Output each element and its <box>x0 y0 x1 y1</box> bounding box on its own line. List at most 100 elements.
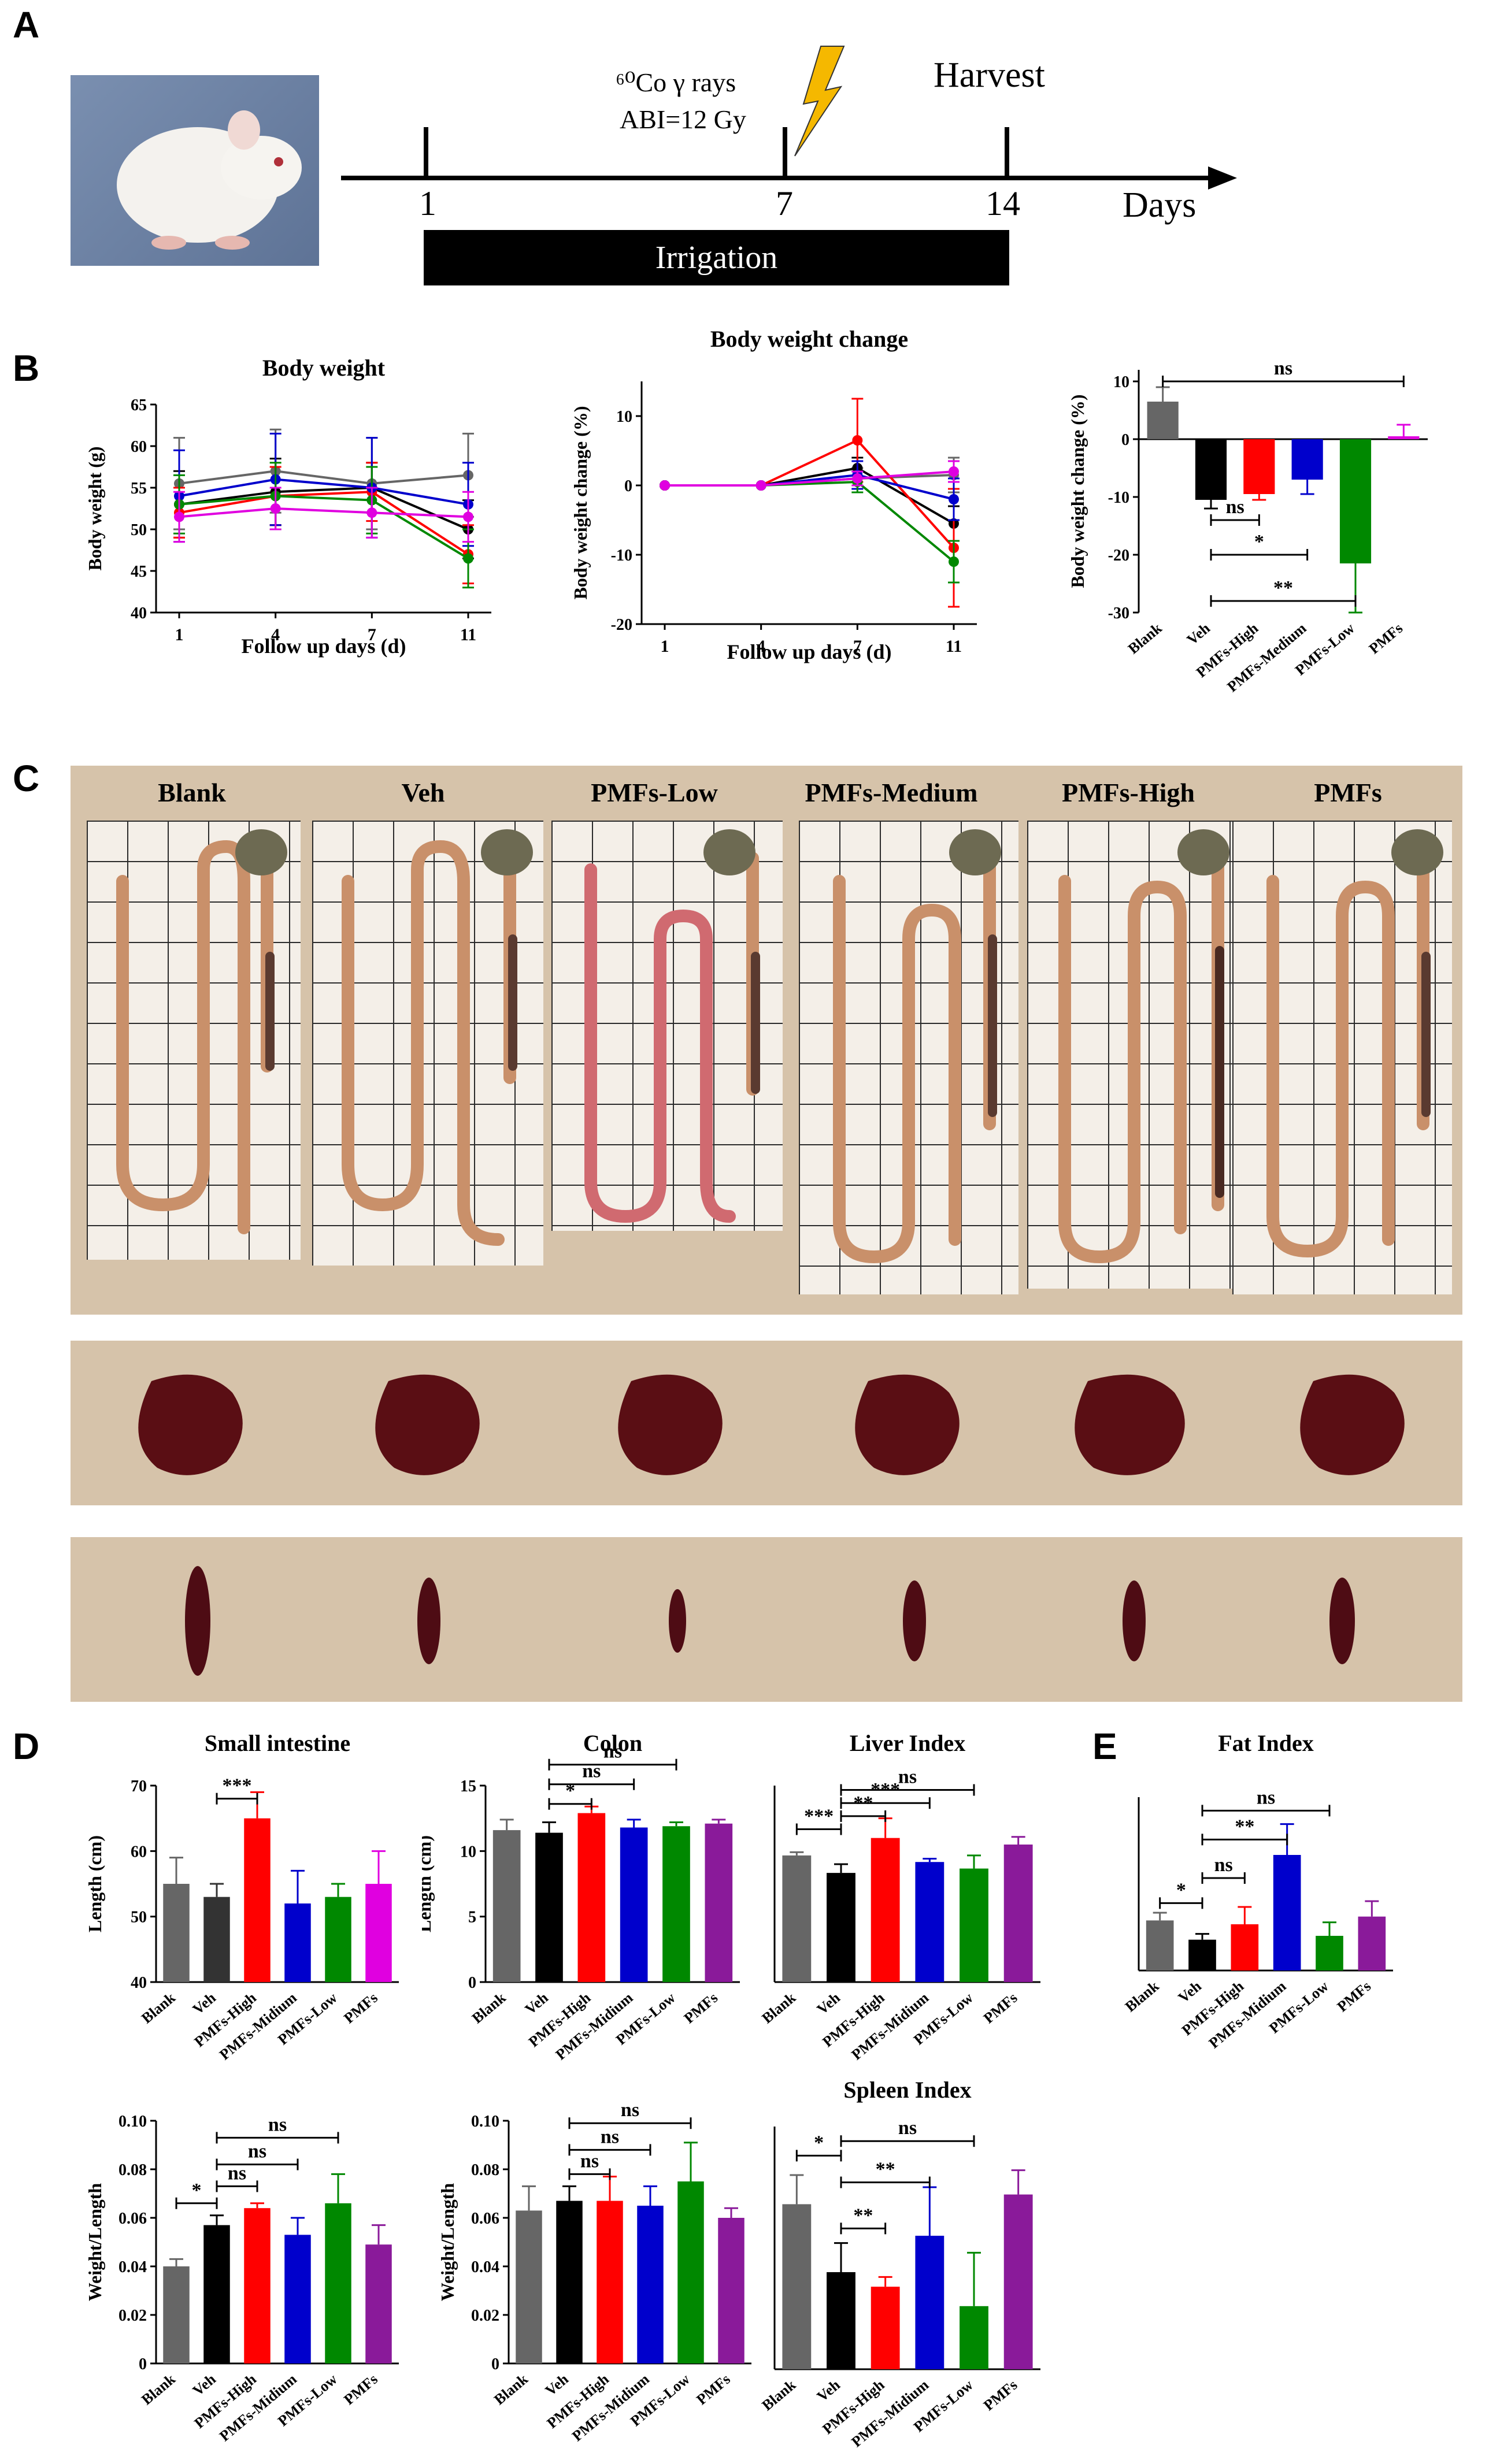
significance-label: ns <box>621 2099 639 2121</box>
y-axis-label: Body weight change (%) <box>570 406 591 599</box>
liver-medium <box>855 1374 960 1475</box>
x-tick-label: 4 <box>271 625 280 644</box>
y-tick-label: 0 <box>491 2355 499 2373</box>
spleen-pmfs <box>1329 1578 1355 1664</box>
small-intestine-chart: Small intestine 40 50 60 70 Length (cm) Blank V… <box>84 1730 399 2063</box>
category-label: Blank <box>1125 619 1165 657</box>
chart-title: Fat Index <box>1218 1730 1314 1756</box>
stomach-medium <box>949 829 1001 875</box>
bar <box>1195 439 1227 500</box>
y-tick-label: 60 <box>131 1843 147 1861</box>
bar <box>677 2181 704 2363</box>
spleen-photo-strip <box>71 1537 1462 1702</box>
liver-blank <box>138 1374 243 1475</box>
series-line <box>179 486 469 530</box>
y-axis-label: Length (cm) <box>422 1835 435 1932</box>
photo-label-medium: PMFs-Medium <box>805 778 978 807</box>
irrigation-label: Irrigation <box>655 240 778 276</box>
chart-title: Small intestine <box>205 1730 350 1756</box>
body-weight-change-chart: Body weight change -20 -10 0 10 Body weight c… <box>570 326 977 663</box>
liver-low <box>618 1374 723 1475</box>
stomach-blank <box>235 829 287 875</box>
photo-label-veh: Veh <box>401 778 445 807</box>
significance-label: *** <box>223 1775 252 1797</box>
category-label: PMFs-Midium <box>848 1989 932 2063</box>
y-tick-label: 15 <box>460 1778 476 1795</box>
y-tick-label: -10 <box>1108 489 1129 507</box>
significance-label: ** <box>876 2159 895 2180</box>
y-axis-label: Weight/Length <box>437 2183 458 2302</box>
series-line <box>665 470 954 487</box>
series-line <box>179 478 469 506</box>
x-tick-label: 1 <box>175 625 184 644</box>
series-line <box>665 439 955 549</box>
bar <box>597 2200 623 2363</box>
bar <box>620 1827 648 1982</box>
bar <box>827 2272 855 2369</box>
category-label: PMFs <box>340 2370 381 2408</box>
bar <box>1231 1924 1259 1971</box>
bar <box>1339 439 1372 563</box>
y-tick-label: 0.04 <box>118 2258 147 2276</box>
category-label: PMFs <box>693 2370 734 2408</box>
chart-title: Spleen Index <box>843 2080 971 2103</box>
spleen-a-chart: 0 0.02 0.04 0.06 0.08 0.10 Weight/Length Blank V… <box>84 2113 399 2444</box>
panel-label-e: E <box>1092 1725 1117 1767</box>
y-tick-label: 0.04 <box>471 2258 499 2276</box>
rays-label: ⁶⁰Co γ rays <box>616 68 736 97</box>
photo-label-blank: Blank <box>158 778 226 807</box>
spleen-drawings <box>185 1566 1355 1676</box>
significance-label: * <box>814 2132 824 2153</box>
y-tick-label: 0 <box>468 1974 476 1992</box>
data-point <box>174 511 184 522</box>
liver-photo-strip <box>71 1341 1462 1505</box>
category-label: Veh <box>190 1989 220 2018</box>
significance-label: * <box>565 1780 575 1802</box>
stomach-veh <box>481 829 533 875</box>
bar <box>871 2287 900 2369</box>
category-label: Veh <box>542 2370 572 2399</box>
chart-title: Body weight change <box>710 326 908 352</box>
bar <box>662 1826 690 1982</box>
y-tick-label: 0.06 <box>471 2210 499 2228</box>
y-tick-label: -30 <box>1108 604 1129 622</box>
category-label: Blank <box>491 2370 531 2408</box>
series-line <box>179 470 469 485</box>
bar <box>960 1868 988 1982</box>
body-weight-change-bar-chart: -30 -20 -10 0 10 Body weight change (%) Blank V… <box>1067 358 1428 695</box>
bar <box>365 2244 392 2363</box>
significance-label: ns <box>1226 496 1244 518</box>
category-label: Blank <box>1122 1977 1162 2015</box>
bar <box>325 1897 351 1982</box>
photo-label-pmfs: PMFs <box>1314 778 1382 807</box>
category-label: Veh <box>1175 1977 1205 2006</box>
data-point <box>660 480 670 491</box>
liver-pmfs <box>1300 1374 1405 1475</box>
stomach-pmfs <box>1391 829 1443 875</box>
y-tick-label: 55 <box>131 480 147 498</box>
y-tick-label: 70 <box>131 1778 147 1795</box>
data-point <box>949 494 959 504</box>
y-axis-label: Length (cm) <box>84 1835 105 1932</box>
y-tick-label: -20 <box>611 616 632 634</box>
significance-label: ns <box>603 1741 622 1762</box>
significance-label: ** <box>1235 1816 1254 1837</box>
bar <box>960 2306 988 2369</box>
body-weight-chart: Body weight 40 45 50 55 60 65 Body weight (g) 1 4… <box>84 355 491 658</box>
y-axis-label: Body weight (g) <box>84 446 105 570</box>
y-tick-label: 0.10 <box>471 2113 499 2131</box>
series-line <box>179 491 469 555</box>
significance-label: ns <box>898 1767 917 1788</box>
category-label: Blank <box>759 1989 799 2027</box>
liver-veh <box>375 1374 480 1475</box>
bar <box>871 1838 900 1982</box>
significance-label: ns <box>898 2117 917 2139</box>
category-label: Veh <box>814 1989 844 2018</box>
photo-label-low: PMFs-Low <box>591 778 718 807</box>
y-tick-label: 0 <box>139 2355 147 2373</box>
panel-label-d: D <box>13 1725 40 1767</box>
bar <box>1273 1855 1301 1971</box>
category-label: PMFs <box>681 1989 721 2027</box>
